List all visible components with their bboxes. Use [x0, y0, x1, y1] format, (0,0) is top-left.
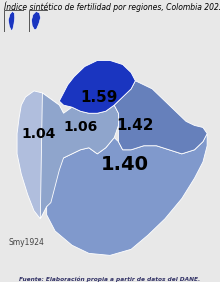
- Text: 1.59: 1.59: [81, 89, 118, 105]
- Text: Smy1924: Smy1924: [9, 238, 44, 247]
- Text: Índice sintético de fertilidad por regiones, Colombia 2023: Índice sintético de fertilidad por regio…: [4, 1, 220, 12]
- Text: 1.04: 1.04: [21, 127, 55, 140]
- Text: Fuente: Elaboración propia a partir de datos del DANE.: Fuente: Elaboración propia a partir de d…: [19, 276, 201, 282]
- Polygon shape: [40, 93, 118, 219]
- Polygon shape: [8, 12, 15, 30]
- Polygon shape: [59, 60, 135, 113]
- Polygon shape: [114, 81, 207, 154]
- Text: 1.42: 1.42: [117, 118, 154, 133]
- Polygon shape: [32, 12, 40, 30]
- Text: 1.40: 1.40: [101, 155, 149, 173]
- Polygon shape: [17, 91, 68, 219]
- Text: 1.06: 1.06: [63, 120, 97, 135]
- Polygon shape: [47, 134, 207, 255]
